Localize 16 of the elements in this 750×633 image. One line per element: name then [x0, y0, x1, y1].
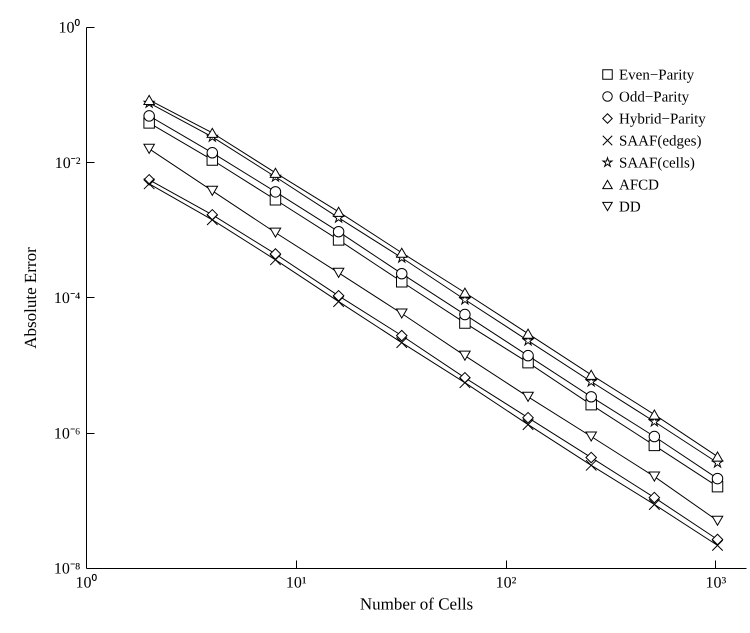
y-tick-label: 10⁻⁴ [54, 290, 81, 307]
legend-label: AFCD [619, 178, 660, 194]
legend-label: DD [619, 200, 641, 216]
y-tick-label: 10⁻⁶ [54, 425, 80, 442]
legend-label: Odd−Parity [619, 90, 690, 106]
legend-label: SAAF(edges) [619, 134, 702, 150]
x-tick-label: 10² [496, 574, 517, 592]
y-tick-label: 10⁰ [58, 18, 80, 36]
y-axis-title: Absolute Error [20, 246, 40, 349]
x-axis-title: Number of Cells [360, 594, 474, 614]
x-tick-label: 10³ [705, 574, 726, 592]
legend-label: Even−Parity [619, 68, 695, 84]
legend-label: Hybrid−Parity [619, 112, 706, 128]
legend-label: SAAF(cells) [619, 156, 695, 172]
y-tick-label: 10⁻² [54, 154, 81, 172]
x-tick-label: 10¹ [286, 574, 307, 592]
